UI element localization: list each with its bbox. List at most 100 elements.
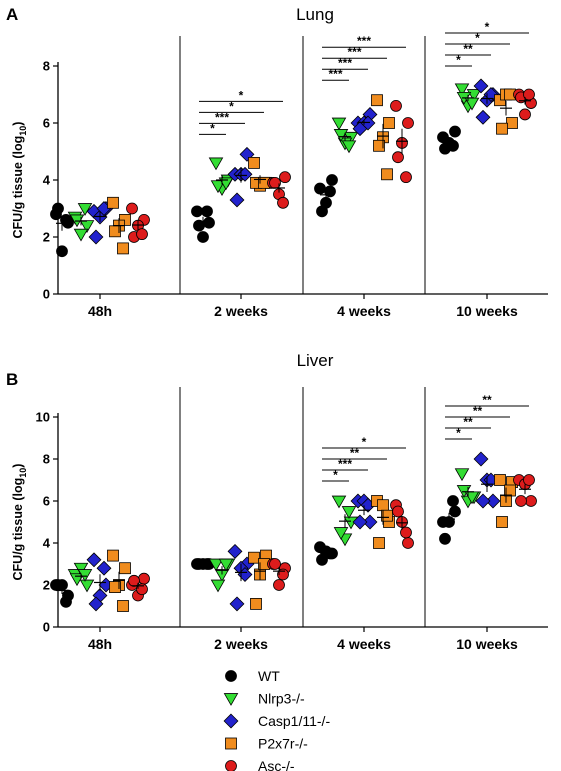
data-point-asc <box>277 196 289 209</box>
significance-label: ** <box>463 42 473 56</box>
data-point-p2x7r <box>506 117 518 129</box>
data-point-p2x7r <box>373 139 385 152</box>
data-point-p2x7r <box>107 549 119 562</box>
data-point-asc <box>519 108 531 121</box>
panel-letter: B <box>6 370 18 389</box>
x-group-label: 2 weeks <box>214 303 268 319</box>
significance-label: * <box>485 20 490 34</box>
data-point-asc <box>402 117 414 129</box>
data-point-nlrp3 <box>208 558 224 572</box>
data-point-nlrp3 <box>210 180 226 194</box>
data-point-asc <box>138 572 150 585</box>
data-point-nlrp3 <box>218 558 234 572</box>
chart-panel-A: A Lung CFU/g tissue (log10) 0 2 4 6 8 48h 2 weeks… <box>6 5 548 319</box>
significance-label: * <box>362 435 367 449</box>
data-point-p2x7r <box>377 499 389 512</box>
legend-entry: WT <box>225 668 280 684</box>
legend: WT Nlrp3-/- Casp1/11-/- P2x7r-/- Asc-/- <box>223 668 330 771</box>
data-point-wt <box>316 205 328 218</box>
data-point-wt <box>447 139 459 152</box>
data-point-wt <box>56 245 68 258</box>
data-point-nlrp3 <box>77 203 93 216</box>
data-point-wt <box>316 553 328 566</box>
y-tick-label: 4 <box>43 536 51 551</box>
data-point-wt <box>324 185 336 198</box>
data-point-p2x7r <box>504 484 516 497</box>
panel-letter: A <box>6 5 18 24</box>
data-point-nlrp3 <box>331 495 347 509</box>
data-point-wt <box>449 505 461 518</box>
y-tick-label: 4 <box>43 173 51 188</box>
data-point-asc <box>525 495 537 507</box>
data-point-nlrp3 <box>333 129 349 142</box>
data-point-p2x7r <box>248 551 260 564</box>
data-point-nlrp3 <box>73 562 89 576</box>
legend-label: Casp1/11-/- <box>258 713 330 729</box>
chart-title: Liver <box>297 351 334 370</box>
data-point-casp111 <box>237 166 253 182</box>
data-point-casp111 <box>485 493 501 509</box>
data-point-asc <box>279 171 291 184</box>
data-point-asc <box>277 568 289 581</box>
significance-label: * <box>239 88 244 102</box>
y-axis-label: CFU/g tissue (log10) <box>11 122 28 239</box>
data-point-casp111 <box>96 560 112 576</box>
data-point-casp111 <box>88 596 104 612</box>
significance-label: * <box>333 468 338 482</box>
data-point-p2x7r <box>117 600 129 612</box>
legend-marker <box>225 670 237 682</box>
significance-label: *** <box>215 110 229 124</box>
x-group-label: 2 weeks <box>214 636 268 652</box>
legend-label: P2x7r-/- <box>258 736 308 752</box>
data-point-asc <box>523 88 535 101</box>
data-point-nlrp3 <box>454 83 470 97</box>
data-point-wt <box>52 202 64 215</box>
data-point-nlrp3 <box>333 527 349 540</box>
data-point-casp111 <box>352 514 368 530</box>
x-group-label: 10 weeks <box>456 303 518 319</box>
data-point-nlrp3 <box>341 506 357 519</box>
significance-label: *** <box>347 45 361 59</box>
significance-label: * <box>475 31 480 45</box>
data-point-nlrp3 <box>331 117 347 131</box>
y-tick-label: 6 <box>43 116 50 131</box>
x-group-label: 48h <box>88 636 112 652</box>
data-point-asc <box>273 579 285 591</box>
significance-label: *** <box>328 67 342 81</box>
data-point-asc <box>400 526 412 539</box>
data-point-wt <box>197 231 209 243</box>
y-tick-label: 2 <box>43 230 50 245</box>
legend-entry: Casp1/11-/- <box>223 713 330 729</box>
data-point-asc <box>269 558 281 570</box>
data-point-casp111 <box>475 493 491 509</box>
data-point-casp111 <box>229 596 245 612</box>
chart-title: Lung <box>296 5 334 24</box>
data-point-casp111 <box>473 78 489 94</box>
data-point-p2x7r <box>371 94 383 107</box>
data-point-p2x7r <box>109 581 121 593</box>
data-point-wt <box>314 182 326 195</box>
data-point-asc <box>390 100 402 112</box>
data-point-nlrp3 <box>218 177 234 191</box>
x-group-label: 48h <box>88 303 112 319</box>
data-point-p2x7r <box>119 562 131 575</box>
data-point-p2x7r <box>496 122 508 135</box>
data-point-wt <box>449 125 461 138</box>
legend-entry: P2x7r-/- <box>225 736 308 752</box>
y-tick-label: 6 <box>43 494 50 509</box>
legend-marker <box>225 760 237 771</box>
x-group-label: 10 weeks <box>456 636 518 652</box>
data-point-asc <box>136 583 148 596</box>
data-point-wt <box>201 205 213 218</box>
legend-label: WT <box>258 668 280 684</box>
data-point-p2x7r <box>250 598 262 610</box>
significance-label: * <box>210 121 215 135</box>
data-point-wt <box>191 205 203 218</box>
data-point-casp111 <box>88 229 104 245</box>
y-tick-label: 0 <box>43 620 50 635</box>
data-point-casp111 <box>229 192 245 208</box>
significance-label: * <box>456 53 461 67</box>
data-point-p2x7r <box>117 242 129 255</box>
data-point-asc <box>400 171 412 184</box>
legend-marker <box>223 693 239 706</box>
